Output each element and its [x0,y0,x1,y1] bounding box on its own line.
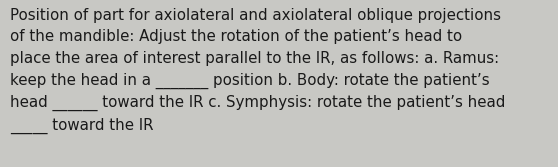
Text: Position of part for axiolateral and axiolateral oblique projections
of the mand: Position of part for axiolateral and axi… [10,8,506,134]
